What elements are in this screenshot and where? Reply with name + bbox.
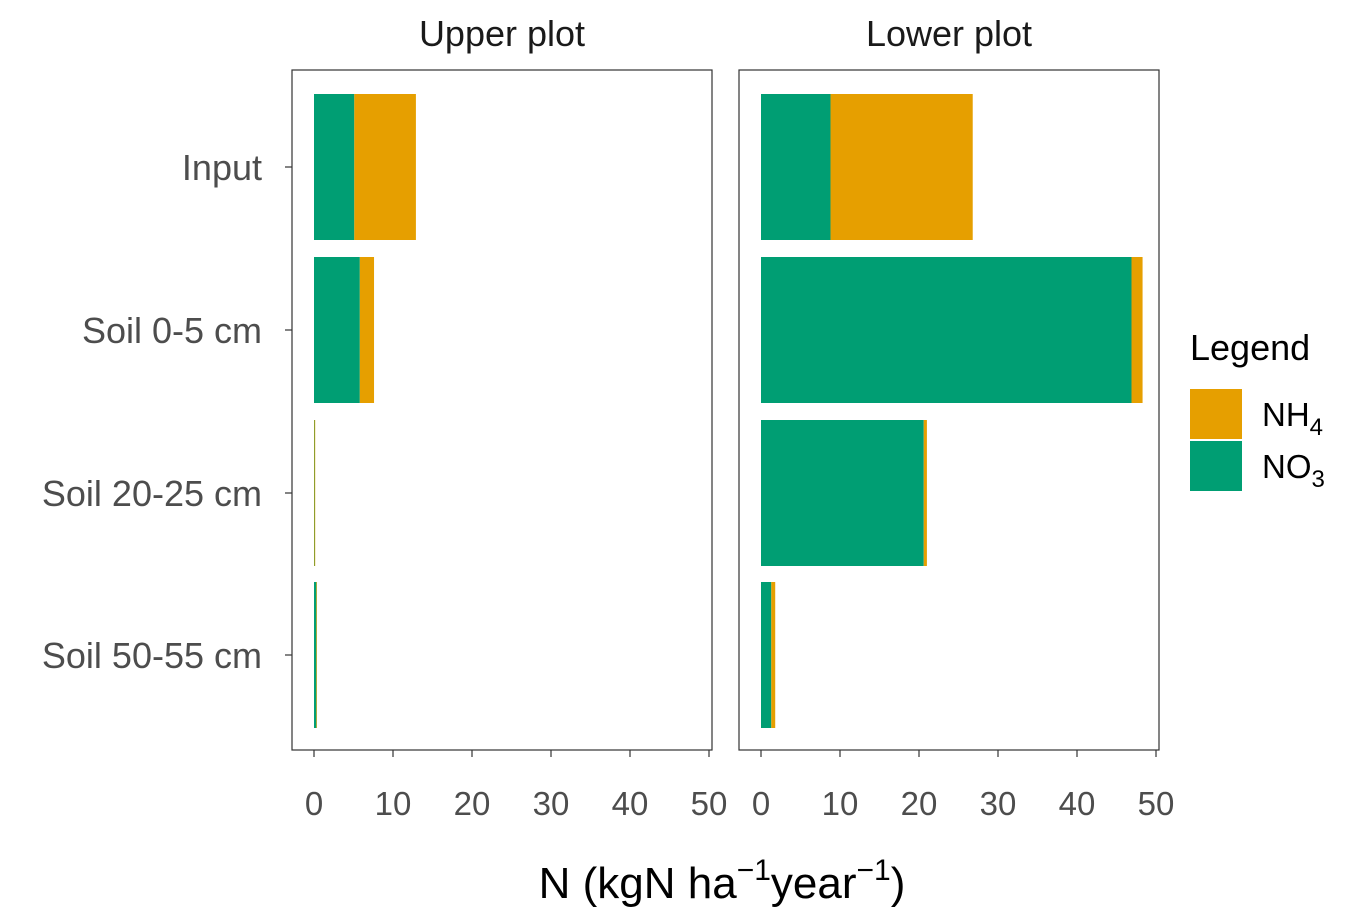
bar-no3 [314,582,317,728]
x-tick-label: 30 [980,785,1017,822]
legend-label-nh4: NH4 [1262,396,1323,441]
bar-no3 [761,94,831,240]
bar-nh4 [314,420,316,566]
bar-nh4 [316,582,317,728]
bar-nh4 [923,420,927,566]
x-tick-label: 20 [454,785,491,822]
facet-title: Lower plot [866,13,1032,54]
bar-nh4 [359,257,375,403]
x-tick-label: 40 [1059,785,1096,822]
x-tick-label: 30 [533,785,570,822]
legend-label-no3: NO3 [1262,448,1325,493]
bar-no3 [314,257,360,403]
bar-nh4 [771,582,776,728]
legend-swatch-nh4 [1190,389,1242,439]
x-axis-title-text: N (kgN ha−1year−1) [539,854,906,908]
bar-no3 [314,420,315,566]
bar-nh4 [1131,257,1143,403]
x-tick-label: 50 [1138,785,1175,822]
facets: Upper plot 0 10 20 30 40 50 Lower plot 0 10 20 30 40… [291,13,1175,822]
facet-panel-2: Lower plot 0 10 20 30 40 50 [738,13,1175,822]
bar-no3 [761,582,772,728]
bar-no3 [314,94,355,240]
y-tick-label: Soil 0-5 cm [82,310,262,351]
x-tick-label: 0 [752,785,770,822]
bar-no3 [761,257,1132,403]
x-axis-title: N (kgN ha−1year−1) [539,854,906,908]
x-tick-label: 40 [612,785,649,822]
legend-title: Legend [1190,327,1310,368]
x-tick-label: 50 [691,785,728,822]
legend-swatch-no3 [1190,441,1242,491]
x-tick-label: 0 [305,785,323,822]
category-axis: Input Soil 0-5 cm Soil 20-25 cm Soil 50-55 … [42,147,292,676]
x-tick-label: 10 [822,785,859,822]
x-tick-label: 20 [901,785,938,822]
bar-no3 [761,420,924,566]
facet-title: Upper plot [419,13,585,54]
y-tick-label: Soil 50-55 cm [42,635,262,676]
y-tick-label: Soil 20-25 cm [42,473,262,514]
facet-panel-1: Upper plot 0 10 20 30 40 50 [291,13,728,822]
bar-nh4 [830,94,973,240]
x-tick-label: 10 [375,785,412,822]
bar-nh4 [354,94,416,240]
y-tick-label: Input [182,147,262,188]
